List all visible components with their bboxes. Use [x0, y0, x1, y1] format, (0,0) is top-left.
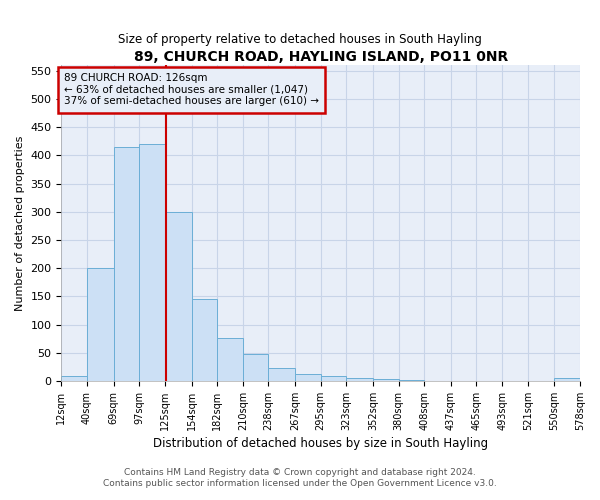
Text: Size of property relative to detached houses in South Hayling: Size of property relative to detached ho…	[118, 32, 482, 46]
Bar	[398, 380, 424, 381]
Bar	[268, 368, 295, 381]
Y-axis label: Number of detached properties: Number of detached properties	[15, 136, 25, 310]
Bar	[217, 338, 243, 381]
Bar	[165, 212, 191, 381]
Text: 89 CHURCH ROAD: 126sqm
← 63% of detached houses are smaller (1,047)
37% of semi-: 89 CHURCH ROAD: 126sqm ← 63% of detached…	[64, 73, 319, 106]
Bar	[321, 376, 346, 381]
Bar	[61, 376, 87, 381]
X-axis label: Distribution of detached houses by size in South Hayling: Distribution of detached houses by size …	[153, 437, 488, 450]
Bar	[113, 147, 139, 381]
Bar	[346, 378, 373, 381]
Text: Contains HM Land Registry data © Crown copyright and database right 2024.
Contai: Contains HM Land Registry data © Crown c…	[103, 468, 497, 487]
Bar	[373, 380, 398, 381]
Bar	[139, 144, 165, 381]
Title: 89, CHURCH ROAD, HAYLING ISLAND, PO11 0NR: 89, CHURCH ROAD, HAYLING ISLAND, PO11 0N…	[134, 50, 508, 64]
Bar	[554, 378, 580, 381]
Bar	[191, 299, 217, 381]
Bar	[87, 268, 113, 381]
Bar	[295, 374, 321, 381]
Bar	[243, 354, 268, 381]
